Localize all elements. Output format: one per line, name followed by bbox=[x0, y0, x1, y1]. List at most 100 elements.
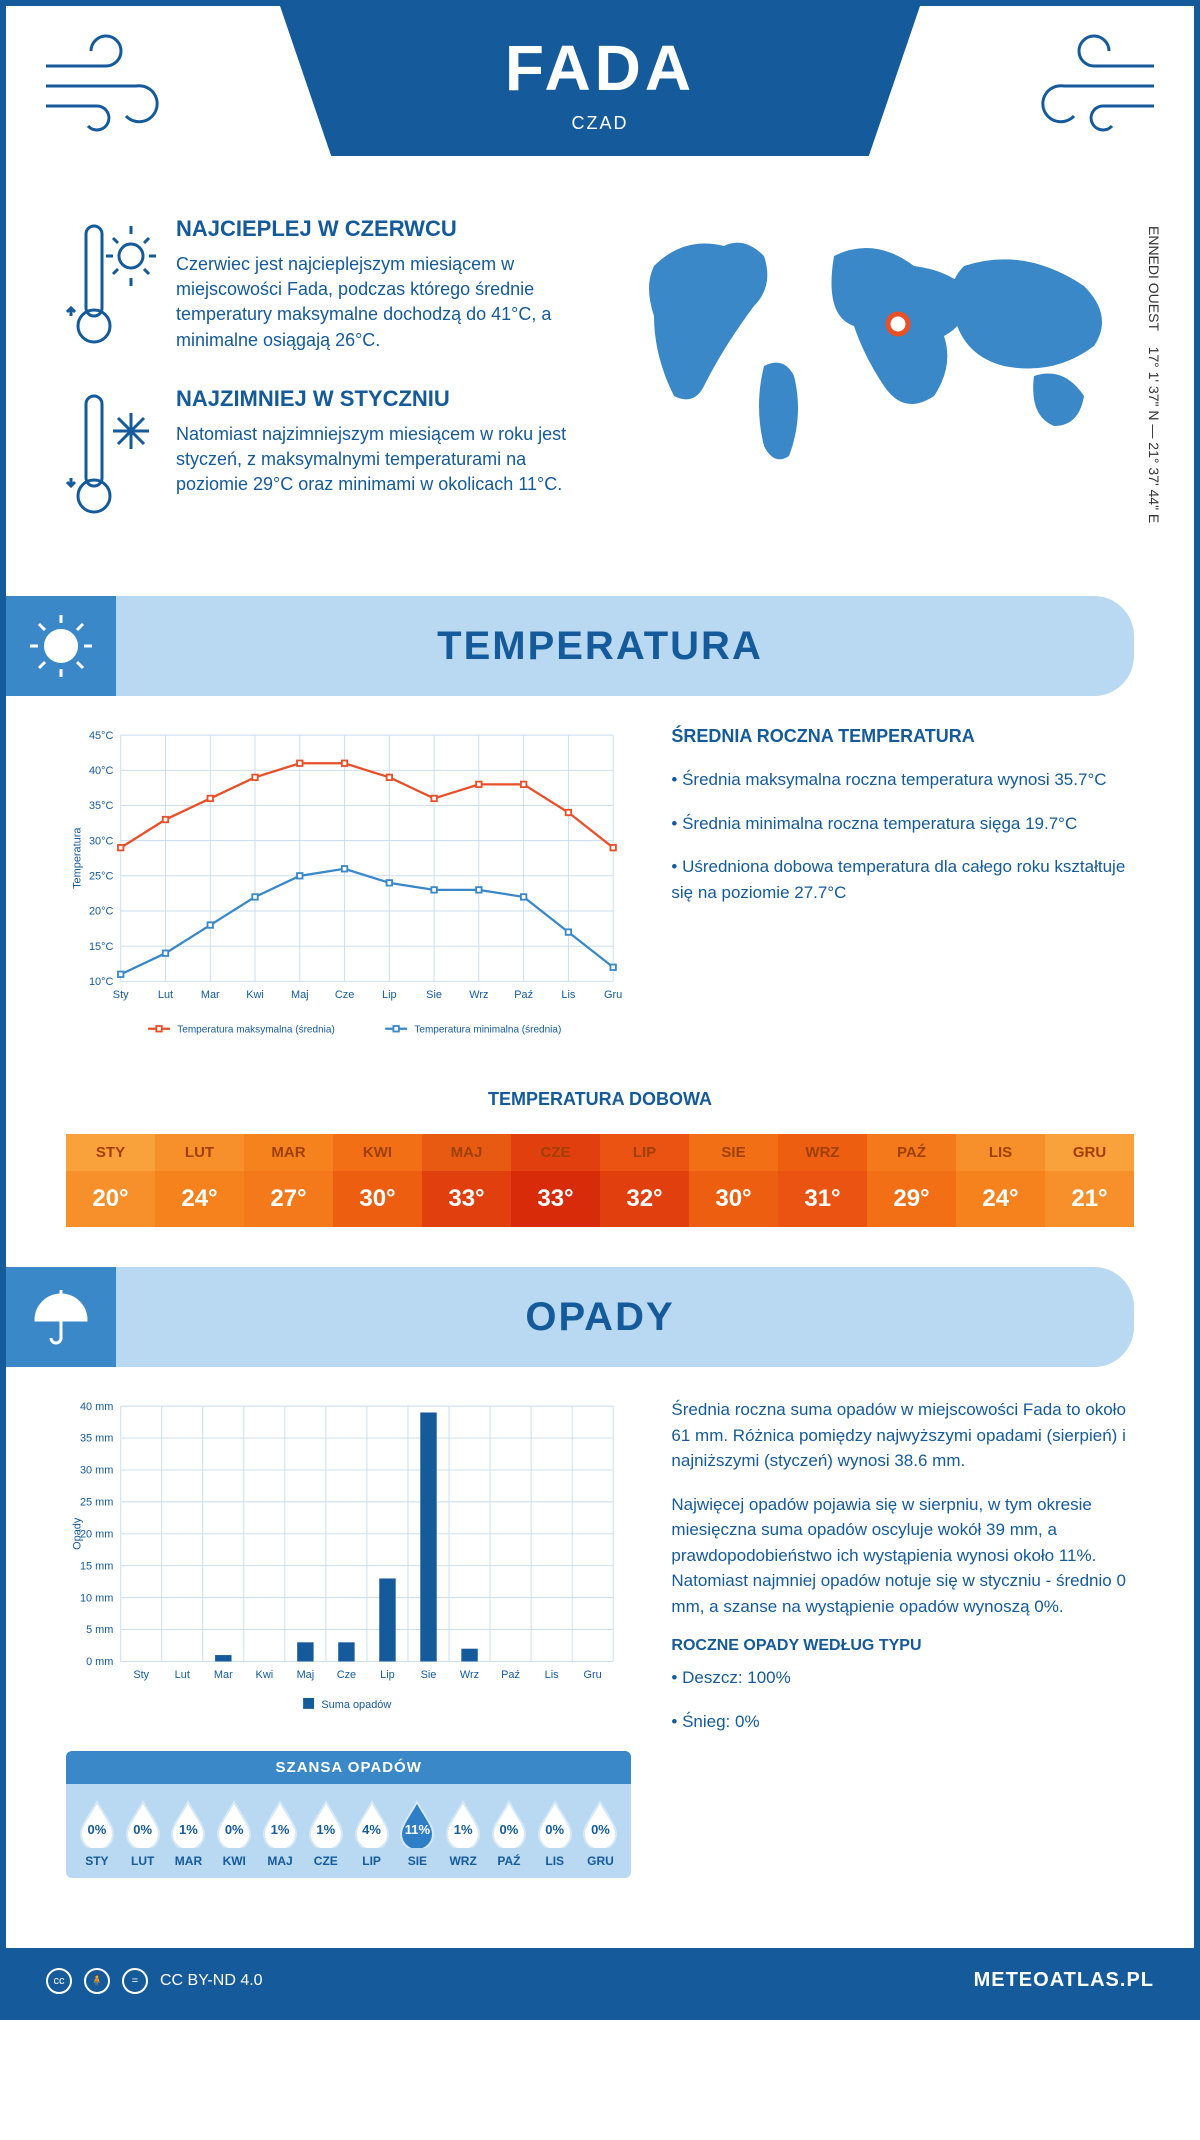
heat-col: GRU21° bbox=[1045, 1134, 1134, 1227]
svg-text:5 mm: 5 mm bbox=[86, 1624, 113, 1636]
wind-icon-left bbox=[36, 26, 186, 146]
heat-col: LUT24° bbox=[155, 1134, 244, 1227]
thermometer-snow-icon bbox=[66, 386, 156, 526]
chance-cell: 1% MAR bbox=[166, 1800, 212, 1868]
heat-col: CZE33° bbox=[511, 1134, 600, 1227]
temperature-chart: 10°C15°C20°C25°C30°C35°C40°C45°CStyLutMa… bbox=[66, 726, 631, 1059]
rain-header: OPADY bbox=[6, 1267, 1134, 1367]
chance-cell: 0% KWI bbox=[211, 1800, 257, 1868]
temperature-title: TEMPERATURA bbox=[66, 624, 1134, 669]
chance-title: SZANSA OPADÓW bbox=[66, 1751, 631, 1784]
svg-text:Sty: Sty bbox=[133, 1669, 149, 1681]
svg-text:Gru: Gru bbox=[604, 989, 622, 1001]
svg-text:Sie: Sie bbox=[421, 1669, 437, 1681]
rain-type-item: • Deszcz: 100% bbox=[671, 1665, 1134, 1691]
coldest-text: Natomiast najzimniejszym miesiącem w rok… bbox=[176, 422, 574, 498]
svg-text:Maj: Maj bbox=[297, 1669, 315, 1681]
location-title: FADA bbox=[280, 31, 920, 105]
svg-text:Lut: Lut bbox=[175, 1669, 190, 1681]
thermometer-sun-icon bbox=[66, 216, 156, 356]
rain-chance-box: SZANSA OPADÓW 0% STY 0% LUT 1% MAR 0% KW… bbox=[66, 1751, 631, 1878]
svg-text:20 mm: 20 mm bbox=[80, 1529, 113, 1541]
svg-text:Wrz: Wrz bbox=[469, 989, 488, 1001]
svg-text:35 mm: 35 mm bbox=[80, 1433, 113, 1445]
cc-icon: cc bbox=[46, 1968, 72, 1994]
svg-text:45°C: 45°C bbox=[89, 730, 114, 742]
svg-text:Maj: Maj bbox=[291, 989, 309, 1001]
svg-text:Cze: Cze bbox=[337, 1669, 356, 1681]
rain-chart: 0 mm5 mm10 mm15 mm20 mm25 mm30 mm35 mm40… bbox=[66, 1397, 631, 1725]
svg-text:Temperatura maksymalna (średni: Temperatura maksymalna (średnia) bbox=[177, 1024, 335, 1035]
svg-text:25°C: 25°C bbox=[89, 870, 114, 882]
svg-text:Cze: Cze bbox=[335, 989, 354, 1001]
coldest-title: NAJZIMNIEJ W STYCZNIU bbox=[176, 386, 574, 412]
svg-text:35°C: 35°C bbox=[89, 800, 114, 812]
svg-text:Mar: Mar bbox=[201, 989, 220, 1001]
svg-text:Suma opadów: Suma opadów bbox=[321, 1699, 391, 1711]
heat-col: WRZ31° bbox=[778, 1134, 867, 1227]
temp-bullet: • Uśredniona dobowa temperatura dla całe… bbox=[671, 854, 1134, 905]
svg-text:Kwi: Kwi bbox=[256, 1669, 274, 1681]
svg-text:20°C: 20°C bbox=[89, 906, 114, 918]
svg-text:Temperatura: Temperatura bbox=[72, 827, 84, 889]
chance-cell: 11% SIE bbox=[394, 1800, 440, 1868]
coldest-block: NAJZIMNIEJ W STYCZNIU Natomiast najzimni… bbox=[66, 386, 574, 526]
temp-stats-title: ŚREDNIA ROCZNA TEMPERATURA bbox=[671, 726, 1134, 747]
chance-cell: 0% LUT bbox=[120, 1800, 166, 1868]
chance-cell: 1% MAJ bbox=[257, 1800, 303, 1868]
by-icon: 🧍 bbox=[84, 1968, 110, 1994]
rain-stats: Średnia roczna suma opadów w miejscowośc… bbox=[671, 1397, 1134, 1877]
heat-col: MAJ33° bbox=[422, 1134, 511, 1227]
rain-title: OPADY bbox=[66, 1295, 1134, 1340]
svg-text:30 mm: 30 mm bbox=[80, 1465, 113, 1477]
temp-bullet: • Średnia minimalna roczna temperatura s… bbox=[671, 811, 1134, 837]
coordinates: ENNEDI OUEST 17° 1' 37" N — 21° 37' 44" … bbox=[1146, 226, 1162, 523]
hottest-text: Czerwiec jest najcieplejszym miesiącem w… bbox=[176, 252, 574, 353]
svg-text:30°C: 30°C bbox=[89, 835, 114, 847]
heat-col: LIS24° bbox=[956, 1134, 1045, 1227]
umbrella-icon bbox=[26, 1282, 96, 1352]
chance-cell: 0% STY bbox=[74, 1800, 120, 1868]
chance-cell: 0% PAŹ bbox=[486, 1800, 532, 1868]
svg-text:Temperatura minimalna (średnia: Temperatura minimalna (średnia) bbox=[414, 1024, 561, 1035]
heat-col: STY20° bbox=[66, 1134, 155, 1227]
rain-type-item: • Śnieg: 0% bbox=[671, 1709, 1134, 1735]
svg-text:Lip: Lip bbox=[382, 989, 397, 1001]
world-map: ENNEDI OUEST 17° 1' 37" N — 21° 37' 44" … bbox=[614, 216, 1134, 556]
svg-text:Mar: Mar bbox=[214, 1669, 233, 1681]
rain-type-title: ROCZNE OPADY WEDŁUG TYPU bbox=[671, 1637, 1134, 1655]
svg-text:Kwi: Kwi bbox=[246, 989, 264, 1001]
svg-text:0 mm: 0 mm bbox=[86, 1656, 113, 1668]
svg-text:15 mm: 15 mm bbox=[80, 1561, 113, 1573]
svg-text:15°C: 15°C bbox=[89, 941, 114, 953]
svg-text:Lip: Lip bbox=[380, 1669, 395, 1681]
nd-icon: = bbox=[122, 1968, 148, 1994]
heat-col: KWI30° bbox=[333, 1134, 422, 1227]
heat-col: PAŹ29° bbox=[867, 1134, 956, 1227]
rain-p1: Średnia roczna suma opadów w miejscowośc… bbox=[671, 1397, 1134, 1474]
brand-text: METEOATLAS.PL bbox=[974, 1969, 1154, 1992]
header: FADA CZAD bbox=[6, 6, 1194, 186]
temperature-header: TEMPERATURA bbox=[6, 596, 1134, 696]
license-text: CC BY-ND 4.0 bbox=[160, 1972, 263, 1990]
chance-cell: 1% WRZ bbox=[440, 1800, 486, 1868]
svg-text:Opady: Opady bbox=[72, 1517, 84, 1550]
hottest-block: NAJCIEPLEJ W CZERWCU Czerwiec jest najci… bbox=[66, 216, 574, 356]
heat-col: SIE30° bbox=[689, 1134, 778, 1227]
svg-text:Sie: Sie bbox=[426, 989, 442, 1001]
chance-cell: 4% LIP bbox=[349, 1800, 395, 1868]
svg-text:Lis: Lis bbox=[561, 989, 576, 1001]
temp-bullet: • Średnia maksymalna roczna temperatura … bbox=[671, 767, 1134, 793]
svg-text:40 mm: 40 mm bbox=[80, 1401, 113, 1413]
svg-text:25 mm: 25 mm bbox=[80, 1497, 113, 1509]
hottest-title: NAJCIEPLEJ W CZERWCU bbox=[176, 216, 574, 242]
temperature-stats: ŚREDNIA ROCZNA TEMPERATURA • Średnia mak… bbox=[671, 726, 1134, 1059]
footer: cc 🧍 = CC BY-ND 4.0 METEOATLAS.PL bbox=[6, 1948, 1194, 2014]
svg-text:Sty: Sty bbox=[113, 989, 129, 1001]
chance-cell: 0% GRU bbox=[578, 1800, 624, 1868]
chance-cell: 0% LIS bbox=[532, 1800, 578, 1868]
svg-text:Paź: Paź bbox=[501, 1669, 520, 1681]
rain-p2: Najwięcej opadów pojawia się w sierpniu,… bbox=[671, 1492, 1134, 1620]
chance-cell: 1% CZE bbox=[303, 1800, 349, 1868]
svg-text:10°C: 10°C bbox=[89, 976, 114, 988]
